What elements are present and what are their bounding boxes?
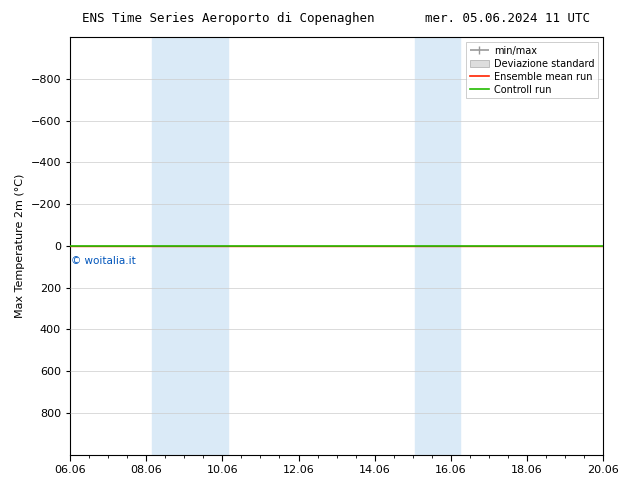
- Text: mer. 05.06.2024 11 UTC: mer. 05.06.2024 11 UTC: [425, 12, 590, 25]
- Y-axis label: Max Temperature 2m (°C): Max Temperature 2m (°C): [15, 173, 25, 318]
- Bar: [415, 37, 460, 455]
- Bar: [152, 37, 228, 455]
- Text: ENS Time Series Aeroporto di Copenaghen: ENS Time Series Aeroporto di Copenaghen: [82, 12, 375, 25]
- Legend: min/max, Deviazione standard, Ensemble mean run, Controll run: min/max, Deviazione standard, Ensemble m…: [466, 42, 598, 98]
- Text: © woitalia.it: © woitalia.it: [71, 256, 136, 266]
